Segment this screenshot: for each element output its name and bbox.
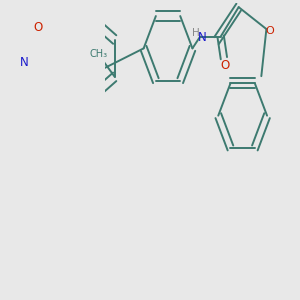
Text: N: N [20,56,28,69]
Text: O: O [265,26,274,36]
Text: O: O [34,21,43,34]
Text: O: O [220,58,230,71]
Text: N: N [198,31,207,44]
Text: H: H [192,28,200,38]
Text: CH₃: CH₃ [90,49,108,59]
